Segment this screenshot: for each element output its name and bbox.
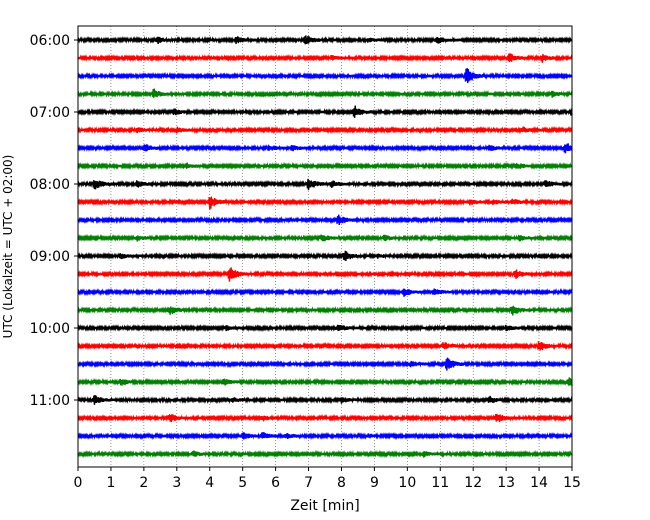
trace-1145 — [77, 449, 573, 459]
x-tick-label: 8 — [337, 475, 346, 491]
trace-0600 — [77, 35, 573, 45]
trace-0845 — [77, 233, 573, 243]
trace-1115 — [77, 413, 573, 423]
trace-1030 — [77, 357, 573, 371]
y-tick-label: 11:00 — [30, 393, 70, 409]
trace-0715 — [77, 125, 573, 135]
x-tick-label: 5 — [238, 475, 247, 491]
x-tick-label: 12 — [464, 475, 482, 491]
x-axis: 0 1 2 3 4 5 6 7 8 9 10 11 12 13 14 15 — [74, 467, 581, 491]
trace-0645 — [77, 88, 573, 99]
trace-0730 — [77, 143, 573, 154]
x-tick-label: 6 — [271, 475, 280, 491]
x-tick-label: 1 — [106, 475, 115, 491]
x-tick-label: 10 — [398, 475, 416, 491]
y-tick-label: 07:00 — [30, 105, 70, 121]
trace-0630 — [77, 68, 573, 84]
y-axis-label: UTC (Lokalzeit = UTC + 02:00) — [1, 155, 15, 339]
trace-0915 — [77, 267, 573, 282]
trace-1130 — [77, 431, 573, 441]
trace-0930 — [77, 287, 573, 297]
x-tick-label: 14 — [530, 475, 548, 491]
trace-1045 — [77, 377, 573, 387]
x-tick-label: 3 — [172, 475, 181, 491]
trace-1100 — [77, 395, 573, 405]
x-tick-label: 7 — [304, 475, 313, 491]
x-axis-label: Zeit [min] — [290, 498, 359, 514]
x-tick-label: 0 — [74, 475, 83, 491]
x-tick-label: 15 — [563, 475, 581, 491]
trace-0945 — [77, 305, 573, 316]
x-tick-label: 4 — [205, 475, 214, 491]
trace-0745 — [77, 161, 573, 171]
trace-1015 — [77, 341, 573, 351]
trace-0900 — [77, 250, 573, 261]
y-axis: 06:00 07:00 08:00 09:00 10:00 11:00 — [30, 33, 78, 409]
trace-0830 — [77, 214, 573, 226]
y-tick-label: 08:00 — [30, 177, 70, 193]
x-tick-label: 2 — [139, 475, 148, 491]
trace-1000 — [77, 323, 573, 333]
trace-0815 — [77, 196, 573, 210]
trace-0615 — [77, 53, 573, 63]
x-tick-label: 11 — [431, 475, 449, 491]
trace-0700 — [77, 105, 573, 118]
x-tick-label: 13 — [497, 475, 515, 491]
plot-frame — [77, 25, 573, 468]
trace-0800 — [77, 178, 573, 191]
y-tick-label: 10:00 — [30, 321, 70, 337]
y-tick-label: 09:00 — [30, 249, 70, 265]
x-tick-label: 9 — [370, 475, 379, 491]
y-tick-label: 06:00 — [30, 33, 70, 49]
traces — [77, 35, 573, 459]
